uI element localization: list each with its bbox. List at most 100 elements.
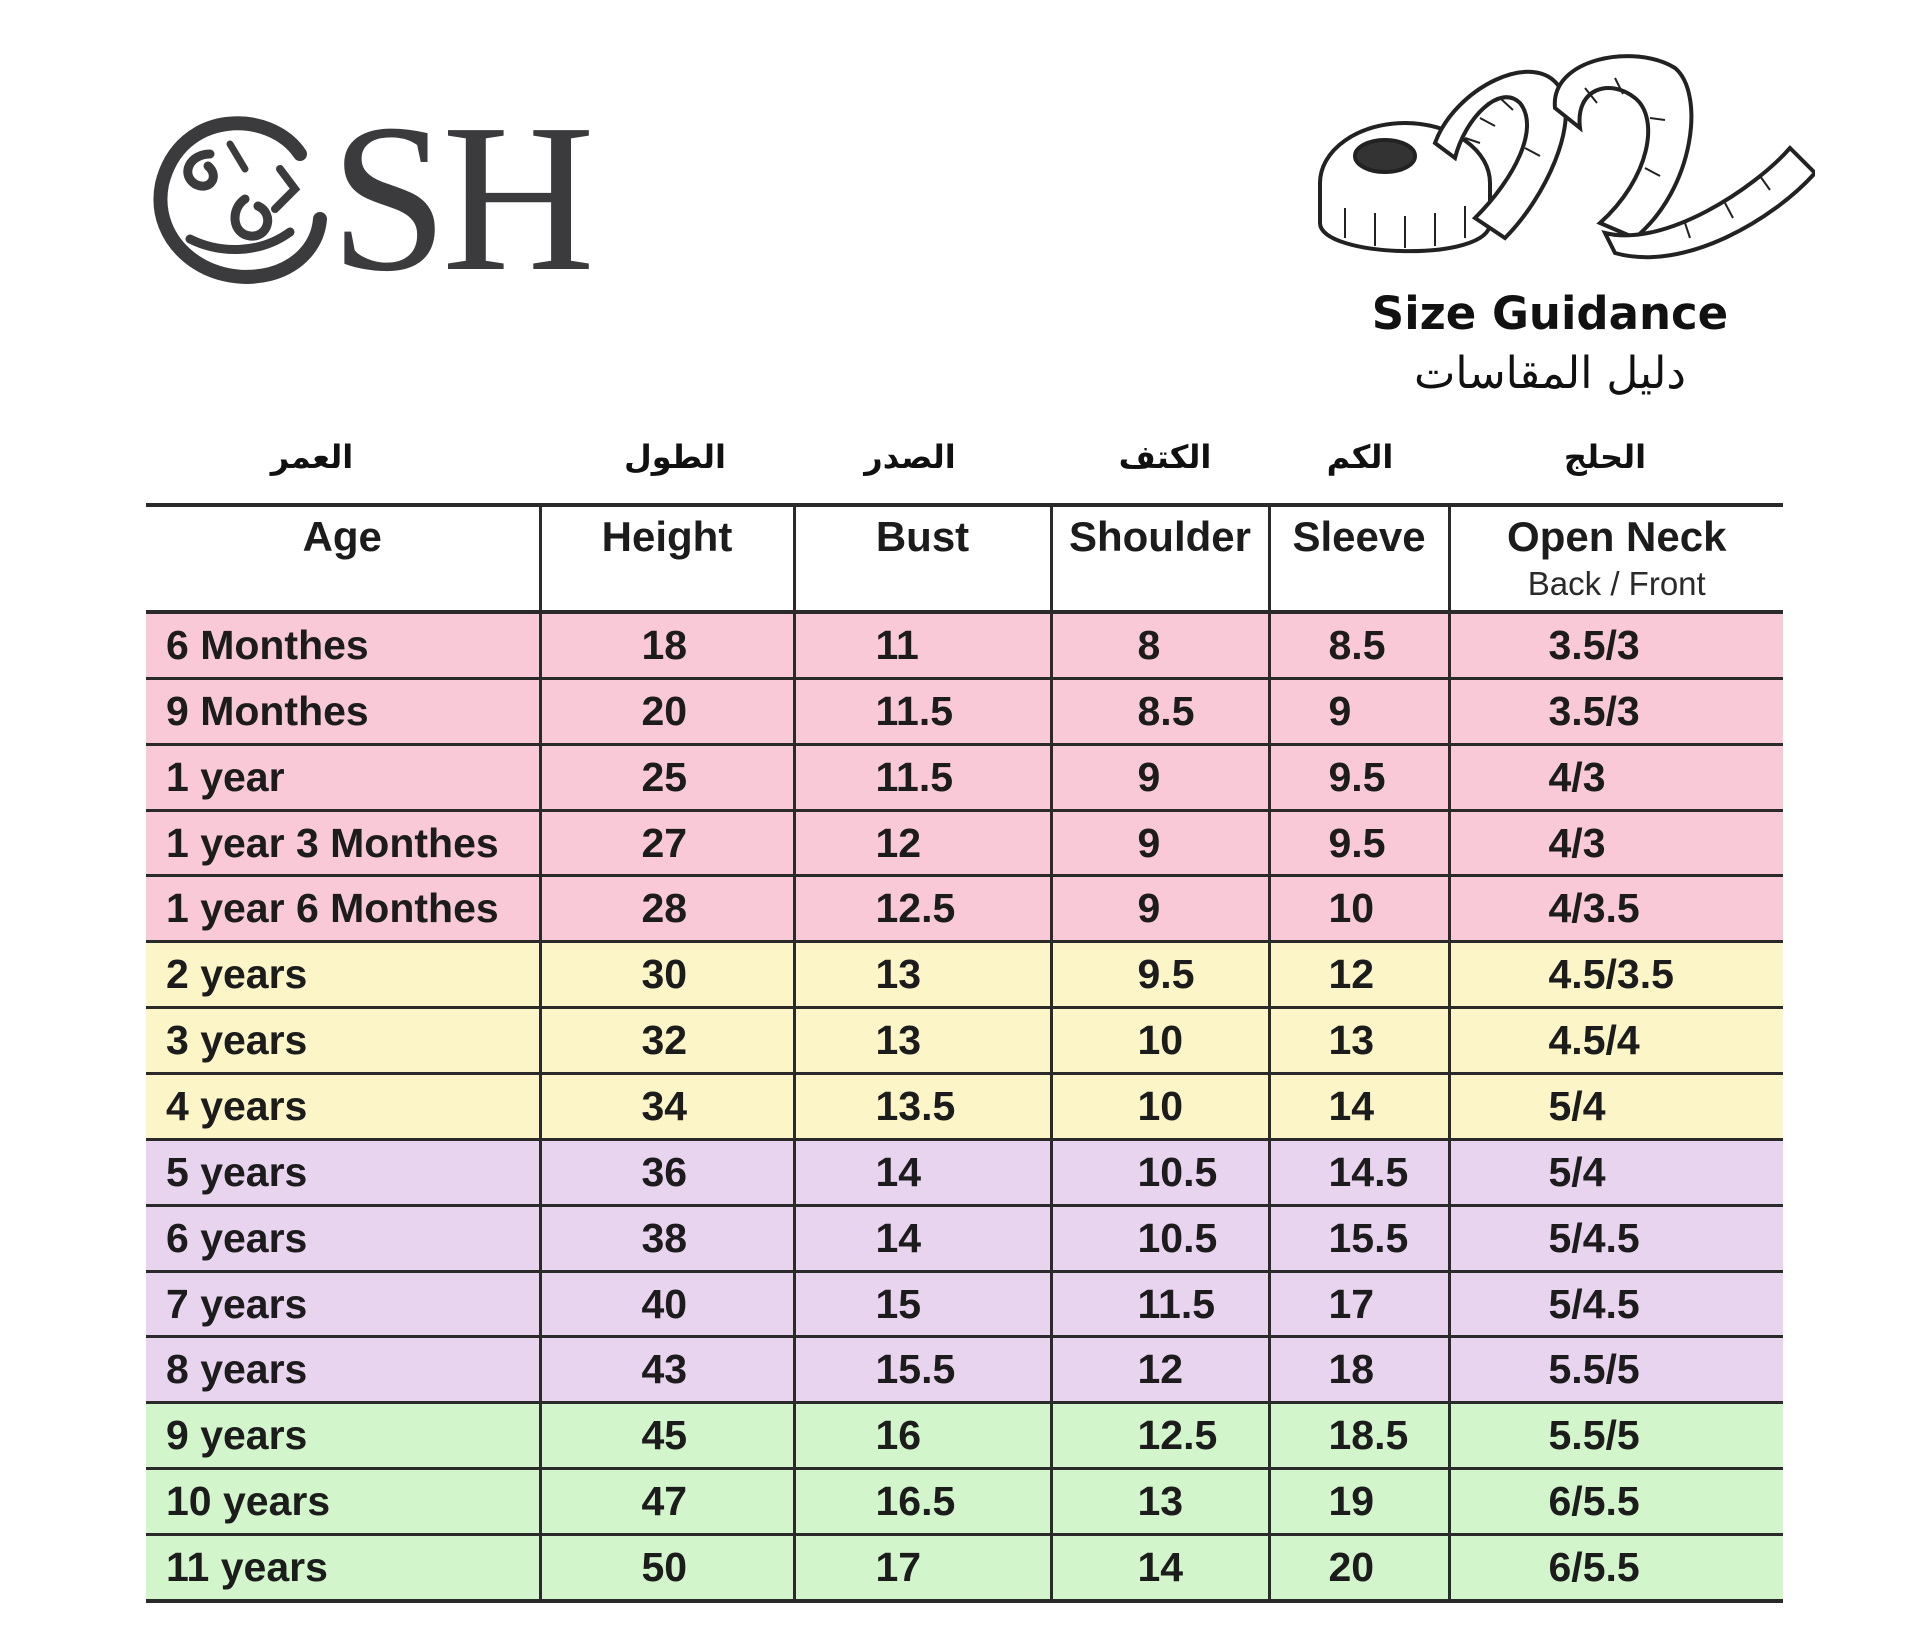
- cell-height: 28: [538, 875, 794, 944]
- cell-height: 47: [538, 1468, 794, 1537]
- cell-age: 7 years: [146, 1271, 540, 1339]
- cell-shoulder: 9: [1049, 744, 1269, 812]
- cell-height: 34: [538, 1073, 794, 1141]
- cell-bust: 14: [792, 1205, 1051, 1273]
- cell-shoulder: 10: [1049, 1073, 1269, 1141]
- size-guidance-title-arabic: دليل المقاسات: [1413, 348, 1686, 399]
- cell-bust: 16.5: [792, 1468, 1051, 1537]
- cell-shoulder: 14: [1049, 1534, 1269, 1604]
- cell-open-neck: 5/4.5: [1447, 1271, 1783, 1339]
- cell-bust: 11: [792, 612, 1051, 680]
- cell-open-neck: 3.5/3: [1447, 678, 1783, 746]
- header-height: Height: [538, 503, 794, 614]
- cell-age: 9 Monthes: [146, 678, 540, 746]
- table-row: 8 years 43 15.5 12 18 5.5/5: [146, 1336, 1783, 1405]
- cell-height: 27: [538, 810, 794, 878]
- header-height-ar: الطول: [624, 438, 726, 476]
- header-sleeve-ar: الكم: [1326, 438, 1394, 476]
- table-row: 3 years 32 13 10 13 4.5/4: [146, 1007, 1783, 1076]
- cell-open-neck: 6/5.5: [1447, 1468, 1783, 1537]
- measuring-tape-icon: [1318, 54, 1815, 260]
- table-row: 6 Monthes 18 11 8 8.5 3.5/3: [146, 612, 1783, 680]
- table-row: 9 Monthes 20 11.5 8.5 9 3.5/3: [146, 678, 1783, 746]
- table-row: 9 years 45 16 12.5 18.5 5.5/5: [146, 1402, 1783, 1471]
- table-row: 1 year 3 Monthes 27 12 9 9.5 4/3: [146, 810, 1783, 878]
- header-open-neck-label: Open Neck: [1507, 513, 1727, 560]
- header-age-ar: العمر: [270, 438, 354, 476]
- cell-height: 25: [538, 744, 794, 812]
- header-neck-ar: الحلج: [1563, 438, 1647, 476]
- cell-age: 8 years: [146, 1336, 540, 1405]
- cell-bust: 11.5: [792, 678, 1051, 746]
- cell-sleeve: 12: [1267, 941, 1449, 1010]
- header-shoulder-ar: الكتف: [1118, 438, 1212, 476]
- cell-age: 6 years: [146, 1205, 540, 1273]
- cell-shoulder: 9: [1049, 810, 1269, 878]
- cell-open-neck: 4.5/4: [1447, 1007, 1783, 1076]
- cell-shoulder: 12: [1049, 1336, 1269, 1405]
- table-row: 1 year 25 11.5 9 9.5 4/3: [146, 744, 1783, 812]
- cell-bust: 11.5: [792, 744, 1051, 812]
- cell-age: 9 years: [146, 1402, 540, 1471]
- logo-text: SH: [330, 80, 595, 315]
- header-age: Age: [146, 503, 540, 614]
- cell-sleeve: 15.5: [1267, 1205, 1449, 1273]
- cell-sleeve: 13: [1267, 1007, 1449, 1076]
- cell-bust: 16: [792, 1402, 1051, 1471]
- cell-height: 20: [538, 678, 794, 746]
- cell-age: 1 year: [146, 744, 540, 812]
- cell-open-neck: 4/3: [1447, 744, 1783, 812]
- cell-height: 40: [538, 1271, 794, 1339]
- cell-open-neck: 3.5/3: [1447, 612, 1783, 680]
- size-guidance-title: Size Guidance: [1371, 287, 1729, 340]
- header-sleeve: Sleeve: [1267, 503, 1449, 614]
- table-row: 2 years 30 13 9.5 12 4.5/3.5: [146, 941, 1783, 1010]
- cell-height: 50: [538, 1534, 794, 1604]
- table-header-row: Age Height Bust Shoulder Sleeve Open Nec…: [146, 503, 1783, 614]
- table-row: 11 years 50 17 14 20 6/5.5: [146, 1534, 1783, 1604]
- cell-open-neck: 4/3.5: [1447, 875, 1783, 944]
- cell-shoulder: 10: [1049, 1007, 1269, 1076]
- header-shoulder: Shoulder: [1049, 503, 1269, 614]
- cell-bust: 13: [792, 941, 1051, 1010]
- brand-logo: SH: [150, 92, 600, 304]
- cell-age: 10 years: [146, 1468, 540, 1537]
- cell-height: 30: [538, 941, 794, 1010]
- cell-sleeve: 18.5: [1267, 1402, 1449, 1471]
- cell-age: 6 Monthes: [146, 612, 540, 680]
- cell-sleeve: 20: [1267, 1534, 1449, 1604]
- cell-bust: 15.5: [792, 1336, 1051, 1405]
- cell-open-neck: 5/4: [1447, 1139, 1783, 1207]
- cell-open-neck: 4.5/3.5: [1447, 941, 1783, 1010]
- cell-sleeve: 9.5: [1267, 810, 1449, 878]
- cell-bust: 13: [792, 1007, 1051, 1076]
- table-row: 4 years 34 13.5 10 14 5/4: [146, 1073, 1783, 1141]
- cell-height: 43: [538, 1336, 794, 1405]
- cell-sleeve: 17: [1267, 1271, 1449, 1339]
- cell-bust: 14: [792, 1139, 1051, 1207]
- cell-shoulder: 10.5: [1049, 1205, 1269, 1273]
- size-table: Age Height Bust Shoulder Sleeve Open Nec…: [146, 503, 1783, 1604]
- size-table-body: 6 Monthes 18 11 8 8.5 3.5/3 9 Monthes 20 11.5 8.5…: [146, 612, 1783, 1604]
- cell-shoulder: 13: [1049, 1468, 1269, 1537]
- cell-sleeve: 14.5: [1267, 1139, 1449, 1207]
- cell-bust: 15: [792, 1271, 1051, 1339]
- cell-open-neck: 5.5/5: [1447, 1336, 1783, 1405]
- cell-open-neck: 5.5/5: [1447, 1402, 1783, 1471]
- header-bust-ar: الصدر: [864, 438, 956, 476]
- cell-bust: 13.5: [792, 1073, 1051, 1141]
- cell-shoulder: 12.5: [1049, 1402, 1269, 1471]
- cell-bust: 12.5: [792, 875, 1051, 944]
- cell-sleeve: 9: [1267, 678, 1449, 746]
- cell-age: 5 years: [146, 1139, 540, 1207]
- cell-shoulder: 9.5: [1049, 941, 1269, 1010]
- table-row: 10 years 47 16.5 13 19 6/5.5: [146, 1468, 1783, 1537]
- cell-shoulder: 8.5: [1049, 678, 1269, 746]
- cell-height: 38: [538, 1205, 794, 1273]
- cell-height: 18: [538, 612, 794, 680]
- cell-sleeve: 9.5: [1267, 744, 1449, 812]
- cell-height: 32: [538, 1007, 794, 1076]
- table-row: 5 years 36 14 10.5 14.5 5/4: [146, 1139, 1783, 1207]
- table-row: 6 years 38 14 10.5 15.5 5/4.5: [146, 1205, 1783, 1273]
- cell-shoulder: 8: [1049, 612, 1269, 680]
